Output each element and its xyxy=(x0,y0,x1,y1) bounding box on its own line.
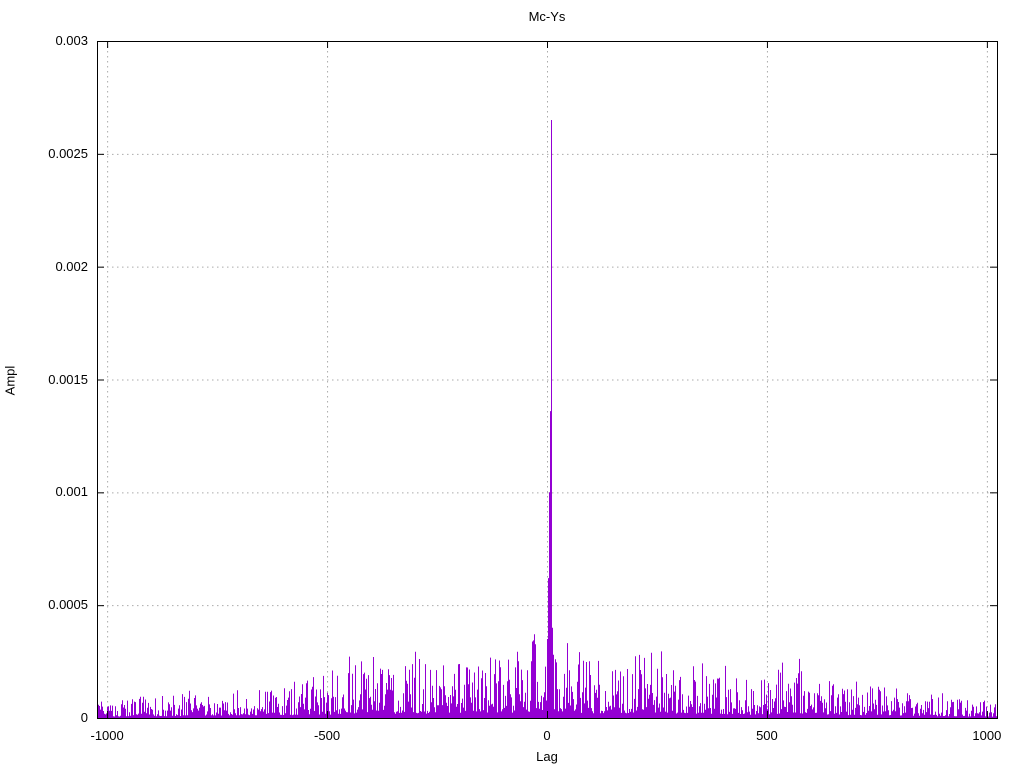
x-tick-label: 500 xyxy=(756,728,778,743)
x-tick-label: 1000 xyxy=(972,728,1002,743)
y-tick-label: 0 xyxy=(80,710,88,725)
y-axis-label-text: Ampl xyxy=(2,365,18,395)
x-tick-label: 0 xyxy=(543,728,551,743)
y-tick-label: 0.0005 xyxy=(48,597,88,613)
y-tick-label: 0.002 xyxy=(55,258,88,274)
x-tick-label: -1000 xyxy=(90,728,124,743)
y-tick-label: 0.001 xyxy=(55,484,88,500)
x-tick-label: -500 xyxy=(314,728,341,743)
y-tick-label: 0.0015 xyxy=(48,371,88,387)
y-axis-label: Ampl xyxy=(0,330,20,430)
y-tick-label: 0.0025 xyxy=(48,145,88,161)
correlation-trace xyxy=(97,120,998,718)
chart-title: Mc-Ys xyxy=(528,9,566,24)
y-tick-label: 0.003 xyxy=(55,33,88,48)
x-axis-label: Lag xyxy=(536,749,558,764)
